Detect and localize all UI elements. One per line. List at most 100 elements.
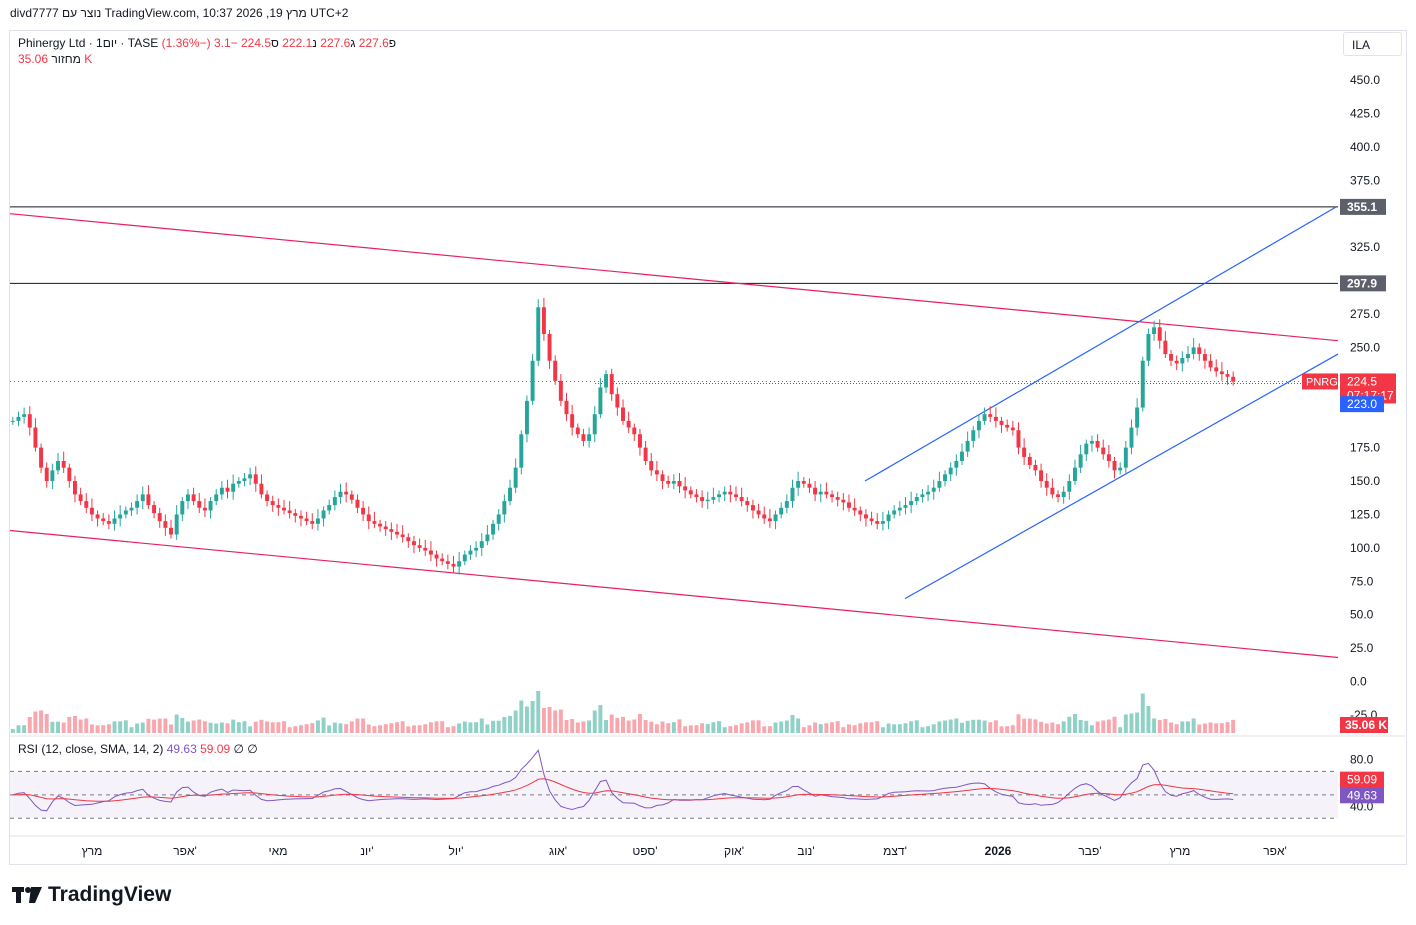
tradingview-logo[interactable]: TradingView bbox=[12, 883, 171, 907]
volume-bar bbox=[56, 721, 61, 733]
legend-low: 222.1 bbox=[282, 36, 313, 50]
volume-bar bbox=[1163, 719, 1168, 733]
candle-body bbox=[830, 494, 835, 498]
candle-body bbox=[157, 513, 162, 522]
legend-volume: מחזור 35.06 K bbox=[18, 52, 92, 66]
volume-bar bbox=[847, 724, 851, 733]
candle-body bbox=[1214, 367, 1219, 372]
candle-body bbox=[191, 494, 196, 502]
volume-bar bbox=[643, 720, 648, 733]
candle-body bbox=[847, 502, 851, 508]
volume-bar bbox=[434, 721, 439, 733]
volume-bar bbox=[807, 725, 812, 733]
candle-body bbox=[468, 550, 473, 555]
candle-body bbox=[835, 497, 840, 500]
candle-body bbox=[666, 481, 671, 484]
candle-body bbox=[813, 487, 818, 495]
volume-bar bbox=[700, 723, 705, 733]
price-tick-label: 25.0 bbox=[1350, 641, 1374, 655]
candle-body bbox=[530, 360, 535, 401]
volume-bar bbox=[27, 717, 32, 733]
candle-body bbox=[502, 501, 507, 515]
rsi-value: 49.63 bbox=[166, 742, 197, 756]
volume-bar bbox=[1123, 714, 1128, 733]
candle-body bbox=[807, 483, 812, 488]
time-tick-label: פבר' bbox=[1078, 844, 1101, 858]
candle-body bbox=[609, 374, 614, 395]
volume-bar bbox=[1219, 723, 1224, 733]
volume-bar bbox=[683, 726, 688, 733]
candle-body bbox=[72, 481, 77, 495]
currency-button[interactable]: ILA bbox=[1343, 32, 1402, 56]
volume-bar bbox=[818, 724, 823, 733]
candle-body bbox=[632, 427, 637, 435]
volume-bar bbox=[1180, 721, 1185, 733]
legend-volume-value: 35.06 K bbox=[18, 52, 93, 66]
volume-bar bbox=[1202, 723, 1207, 733]
candle-body bbox=[10, 420, 15, 422]
volume-bar bbox=[943, 720, 948, 733]
candle-body bbox=[1089, 440, 1094, 444]
candle-body bbox=[784, 501, 789, 508]
volume-bar bbox=[530, 701, 535, 733]
candle-body bbox=[988, 414, 993, 417]
volume-bar bbox=[1157, 720, 1162, 733]
volume-bar bbox=[10, 729, 15, 733]
volume-bar bbox=[248, 726, 253, 733]
candle-body bbox=[95, 514, 100, 519]
volume-bar bbox=[1208, 722, 1213, 733]
candle-body bbox=[276, 505, 281, 508]
legend-symbol[interactable]: Phinergy Ltd · 1יום · TASE bbox=[18, 36, 159, 50]
candle-body bbox=[123, 510, 128, 515]
candle-body bbox=[909, 501, 914, 506]
legend-open: 227.6 bbox=[358, 36, 389, 50]
volume-bar bbox=[270, 722, 275, 733]
volume-bar bbox=[519, 700, 524, 733]
trend-upper-line bbox=[864, 206, 1337, 482]
volume-bar bbox=[1073, 714, 1077, 733]
candle-body bbox=[479, 541, 484, 548]
candle-body bbox=[434, 554, 439, 559]
volume-bar bbox=[1022, 718, 1027, 733]
volume-bar bbox=[508, 716, 512, 733]
candle-body bbox=[135, 501, 140, 508]
volume-bar bbox=[541, 708, 546, 733]
price-tick-label: 0.0 bbox=[1350, 675, 1367, 689]
last-price-label: 224.5 bbox=[1347, 374, 1377, 388]
candle-body bbox=[756, 510, 761, 515]
candle-body bbox=[462, 554, 467, 562]
volume-bar bbox=[1191, 718, 1196, 733]
candle-body bbox=[1123, 447, 1128, 468]
volume-bar bbox=[298, 725, 303, 733]
volume-bar bbox=[344, 724, 349, 733]
volume-bar bbox=[259, 719, 264, 733]
candle-body bbox=[428, 550, 433, 555]
price-tick-label: 100.0 bbox=[1350, 541, 1380, 555]
volume-bar bbox=[282, 721, 286, 733]
candle-body bbox=[1180, 358, 1185, 364]
legend-close-label: ס bbox=[271, 36, 279, 50]
candle-body bbox=[372, 521, 377, 524]
candle-body bbox=[1073, 467, 1077, 482]
volume-bar bbox=[558, 709, 563, 733]
volume-bar bbox=[909, 721, 914, 733]
volume-bar bbox=[219, 722, 224, 733]
volume-bar bbox=[875, 721, 880, 733]
volume-bar bbox=[1016, 714, 1021, 733]
volume-bar bbox=[694, 725, 699, 733]
candle-body bbox=[383, 526, 388, 530]
rsi-ma-tag-label: 59.09 bbox=[1347, 773, 1377, 787]
volume-bar bbox=[762, 726, 767, 733]
price-tick-label: 150.0 bbox=[1350, 474, 1380, 488]
volume-bar bbox=[185, 721, 190, 733]
rsi-label[interactable]: RSI (12, close, SMA, 14, 2) bbox=[18, 742, 164, 756]
volume-bar bbox=[310, 723, 315, 733]
legend-high-label: ג bbox=[350, 36, 356, 50]
volume-bar bbox=[824, 723, 829, 733]
time-tick-label: אוג' bbox=[549, 844, 567, 858]
volume-bar bbox=[349, 721, 354, 733]
candle-body bbox=[993, 416, 998, 421]
lower-channel-line bbox=[9, 529, 1339, 659]
candle-body bbox=[366, 514, 371, 522]
